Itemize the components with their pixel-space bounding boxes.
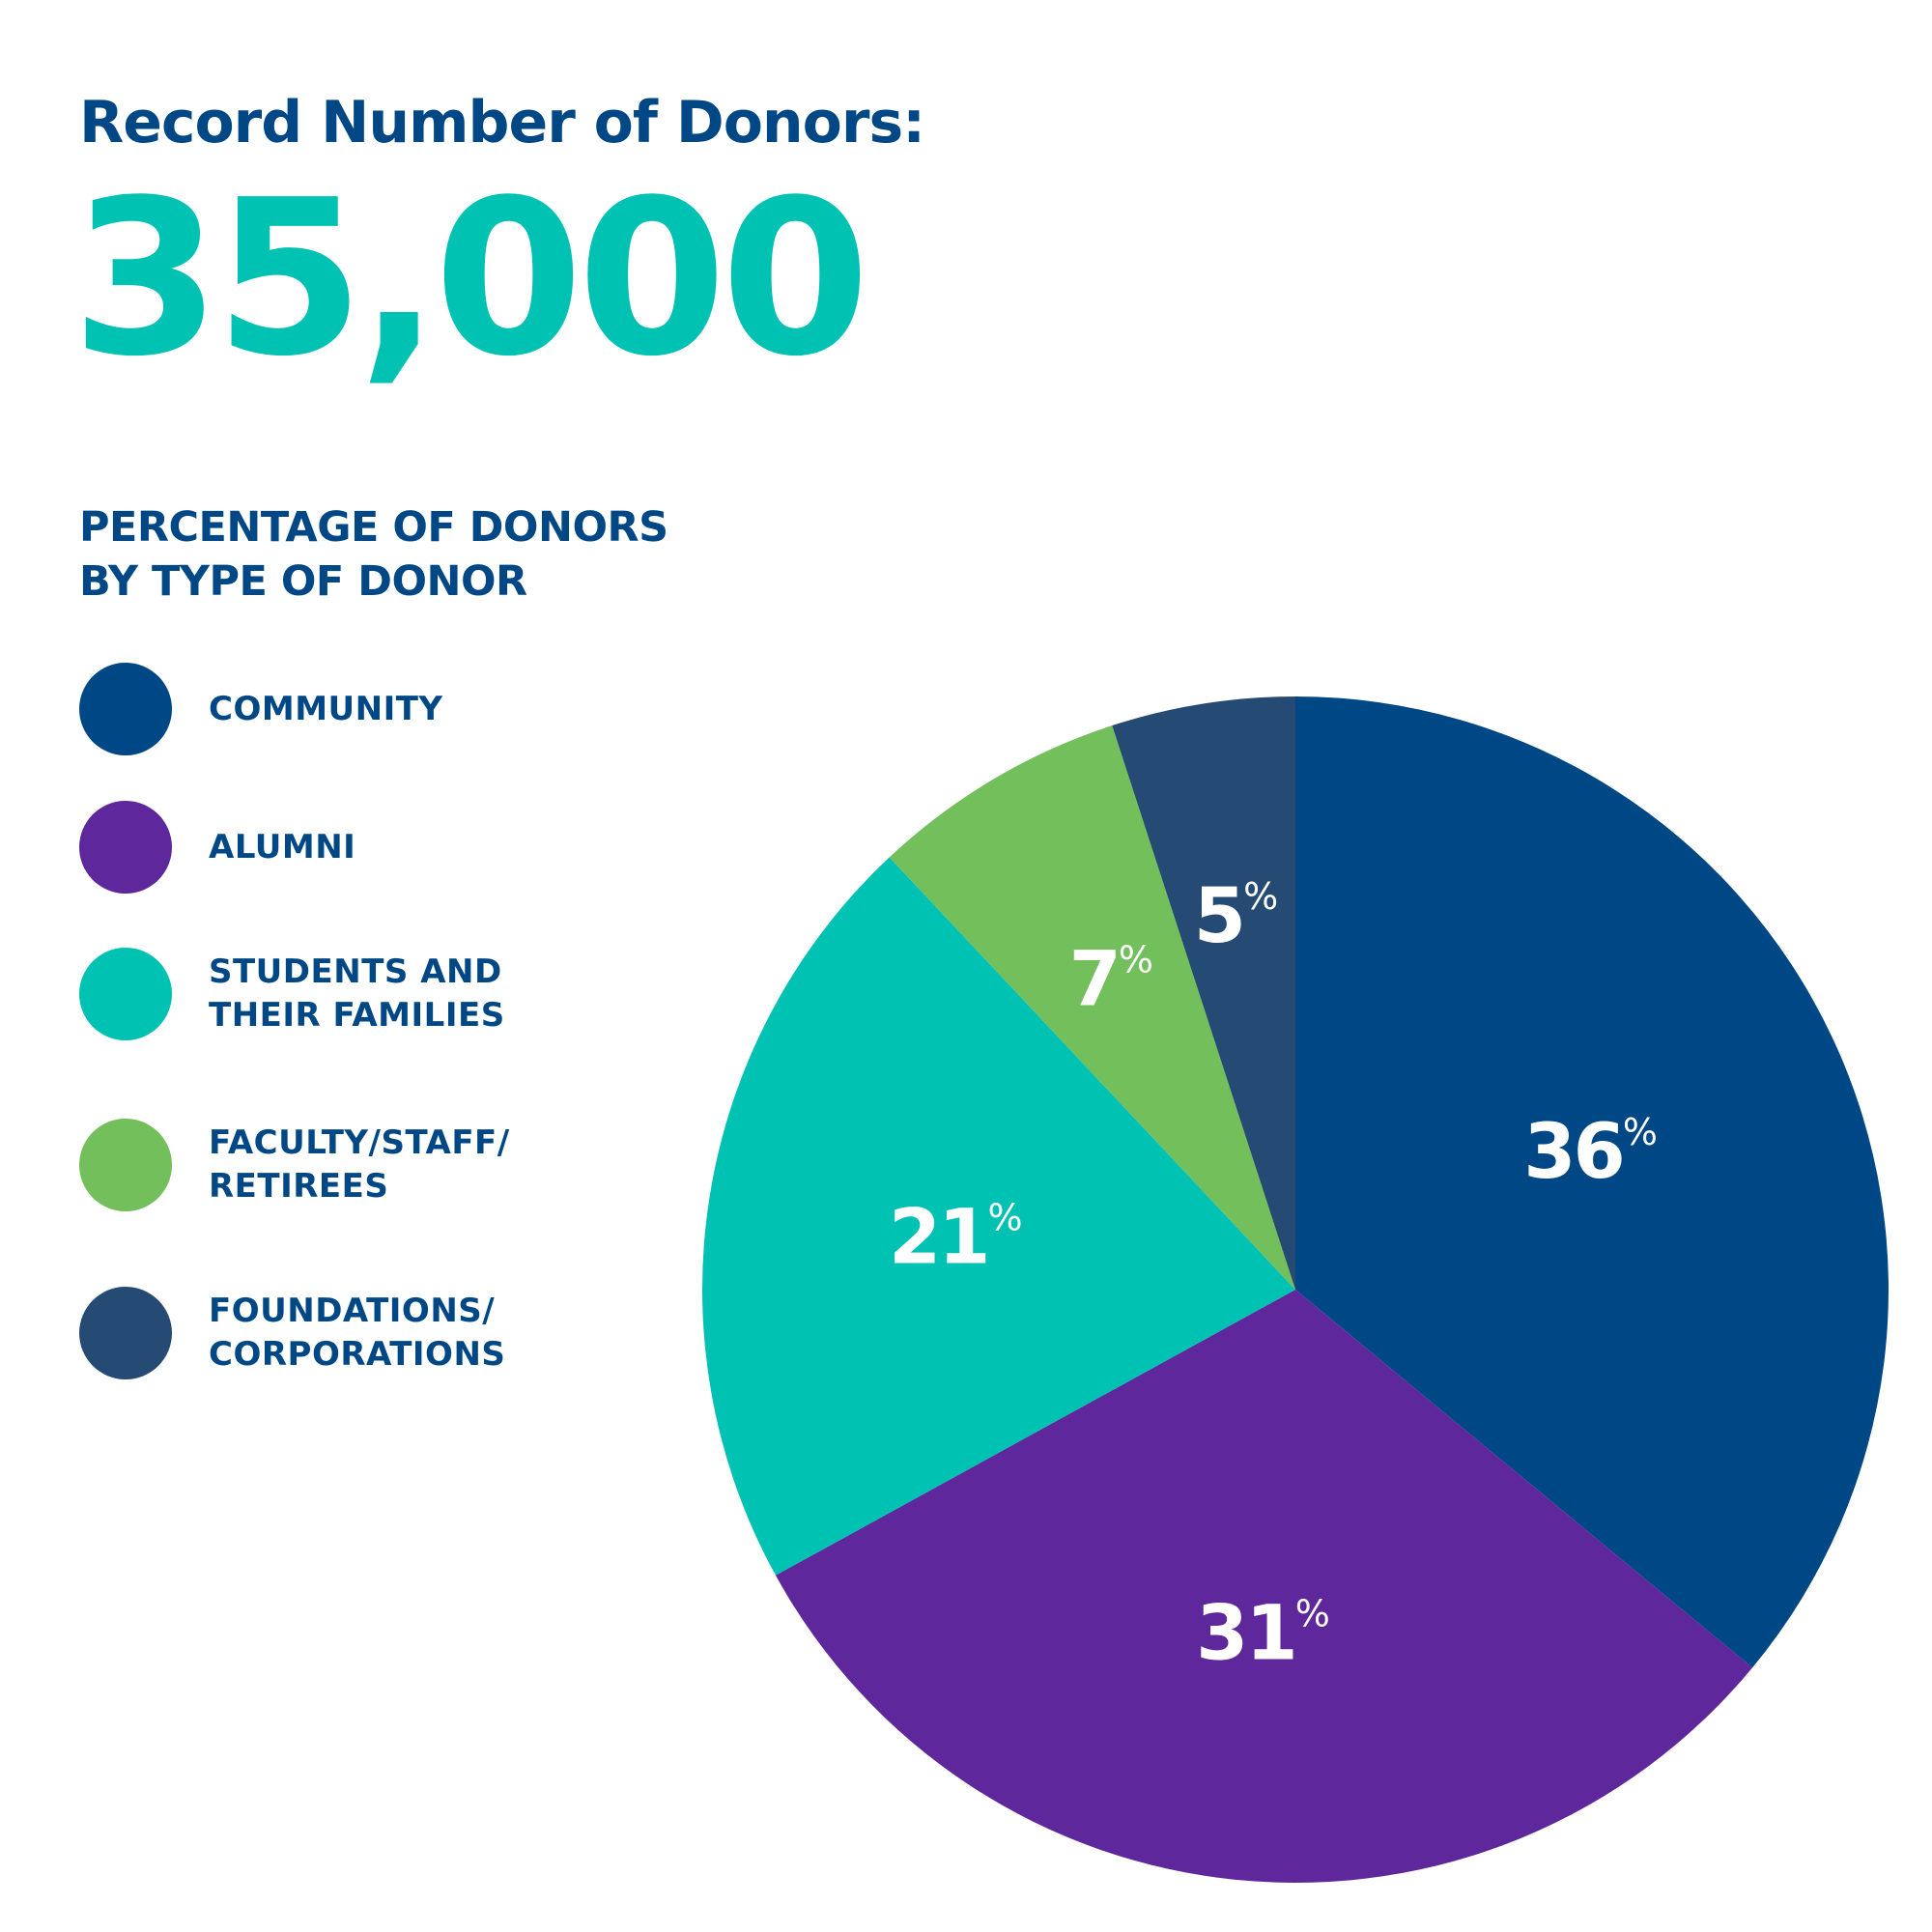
legend-swatch-students bbox=[79, 948, 172, 1040]
legend-label-faculty-line-1: FACULTY/STAFF/ bbox=[209, 1123, 510, 1162]
pie-label-unit-community: % bbox=[1623, 1111, 1658, 1153]
legend-item-foundations: FOUNDATIONS/ CORPORATIONS bbox=[79, 1287, 505, 1379]
pie-slice-students bbox=[701, 857, 1295, 1576]
pie-label-foundations: 5% bbox=[1194, 873, 1278, 960]
pie-slice-faculty bbox=[889, 725, 1295, 1290]
legend-item-faculty: FACULTY/STAFF/ RETIREES bbox=[79, 1119, 510, 1211]
legend-swatch-foundations bbox=[79, 1287, 172, 1379]
legend-swatch-alumni bbox=[79, 801, 172, 894]
legend-label-alumni: ALUMNI bbox=[209, 826, 355, 869]
legend-item-community: COMMUNITY bbox=[79, 663, 443, 755]
legend-label-faculty: FACULTY/STAFF/ RETIREES bbox=[209, 1122, 510, 1208]
legend-label-community: COMMUNITY bbox=[209, 688, 443, 731]
chart-title: PERCENTAGE OF DONORS BY TYPE OF DONOR bbox=[79, 500, 668, 609]
pie-label-unit-faculty: % bbox=[1119, 939, 1153, 981]
legend-label-students: STUDENTS AND THEIR FAMILIES bbox=[209, 951, 505, 1037]
pie-slice-community bbox=[1295, 696, 1889, 1668]
pie-label-value-alumni: 31 bbox=[1196, 1591, 1295, 1678]
headline: Record Number of Donors: bbox=[79, 89, 925, 156]
legend-label-foundations-line-1: FOUNDATIONS/ bbox=[209, 1292, 496, 1330]
pie-slice-alumni bbox=[775, 1290, 1753, 1884]
pie-label-unit-alumni: % bbox=[1295, 1593, 1330, 1635]
legend-label-students-line-2: THEIR FAMILIES bbox=[209, 996, 505, 1035]
legend-label-alumni-line-1: ALUMNI bbox=[209, 827, 356, 867]
pie-label-community: 36% bbox=[1523, 1109, 1658, 1196]
pie-label-faculty: 7% bbox=[1069, 937, 1153, 1024]
total-donors: 35,000 bbox=[71, 155, 870, 404]
pie-label-value-faculty: 7 bbox=[1069, 937, 1119, 1024]
legend-label-foundations: FOUNDATIONS/ CORPORATIONS bbox=[209, 1290, 505, 1377]
pie-label-unit-students: % bbox=[988, 1196, 1023, 1238]
pie-slice-foundations bbox=[1112, 696, 1295, 1290]
pie-label-value-community: 36 bbox=[1523, 1109, 1623, 1196]
pie-label-alumni: 31% bbox=[1196, 1591, 1330, 1678]
legend-label-students-line-1: STUDENTS AND bbox=[209, 952, 502, 991]
pie-slices bbox=[701, 696, 1889, 1884]
chart-title-line-1: PERCENTAGE OF DONORS bbox=[79, 503, 668, 552]
legend-swatch-community bbox=[79, 663, 172, 755]
legend-item-alumni: ALUMNI bbox=[79, 801, 355, 894]
legend-item-students: STUDENTS AND THEIR FAMILIES bbox=[79, 948, 505, 1040]
pie-label-students: 21% bbox=[889, 1194, 1023, 1281]
legend-label-foundations-line-2: CORPORATIONS bbox=[209, 1335, 506, 1374]
pie-label-unit-foundations: % bbox=[1243, 875, 1278, 918]
legend-label-community-line-1: COMMUNITY bbox=[209, 689, 443, 728]
chart-title-line-2: BY TYPE OF DONOR bbox=[79, 557, 527, 606]
legend-label-faculty-line-2: RETIREES bbox=[209, 1167, 389, 1206]
pie-label-value-students: 21 bbox=[889, 1194, 988, 1281]
legend: COMMUNITY ALUMNI STUDENTS AND THEIR FAMI… bbox=[79, 0, 620, 1449]
pie-labels: 36%31%21%7% 5% bbox=[889, 873, 1658, 1678]
pie-label-value-foundations: 5 bbox=[1194, 873, 1243, 960]
legend-swatch-faculty bbox=[79, 1119, 172, 1211]
